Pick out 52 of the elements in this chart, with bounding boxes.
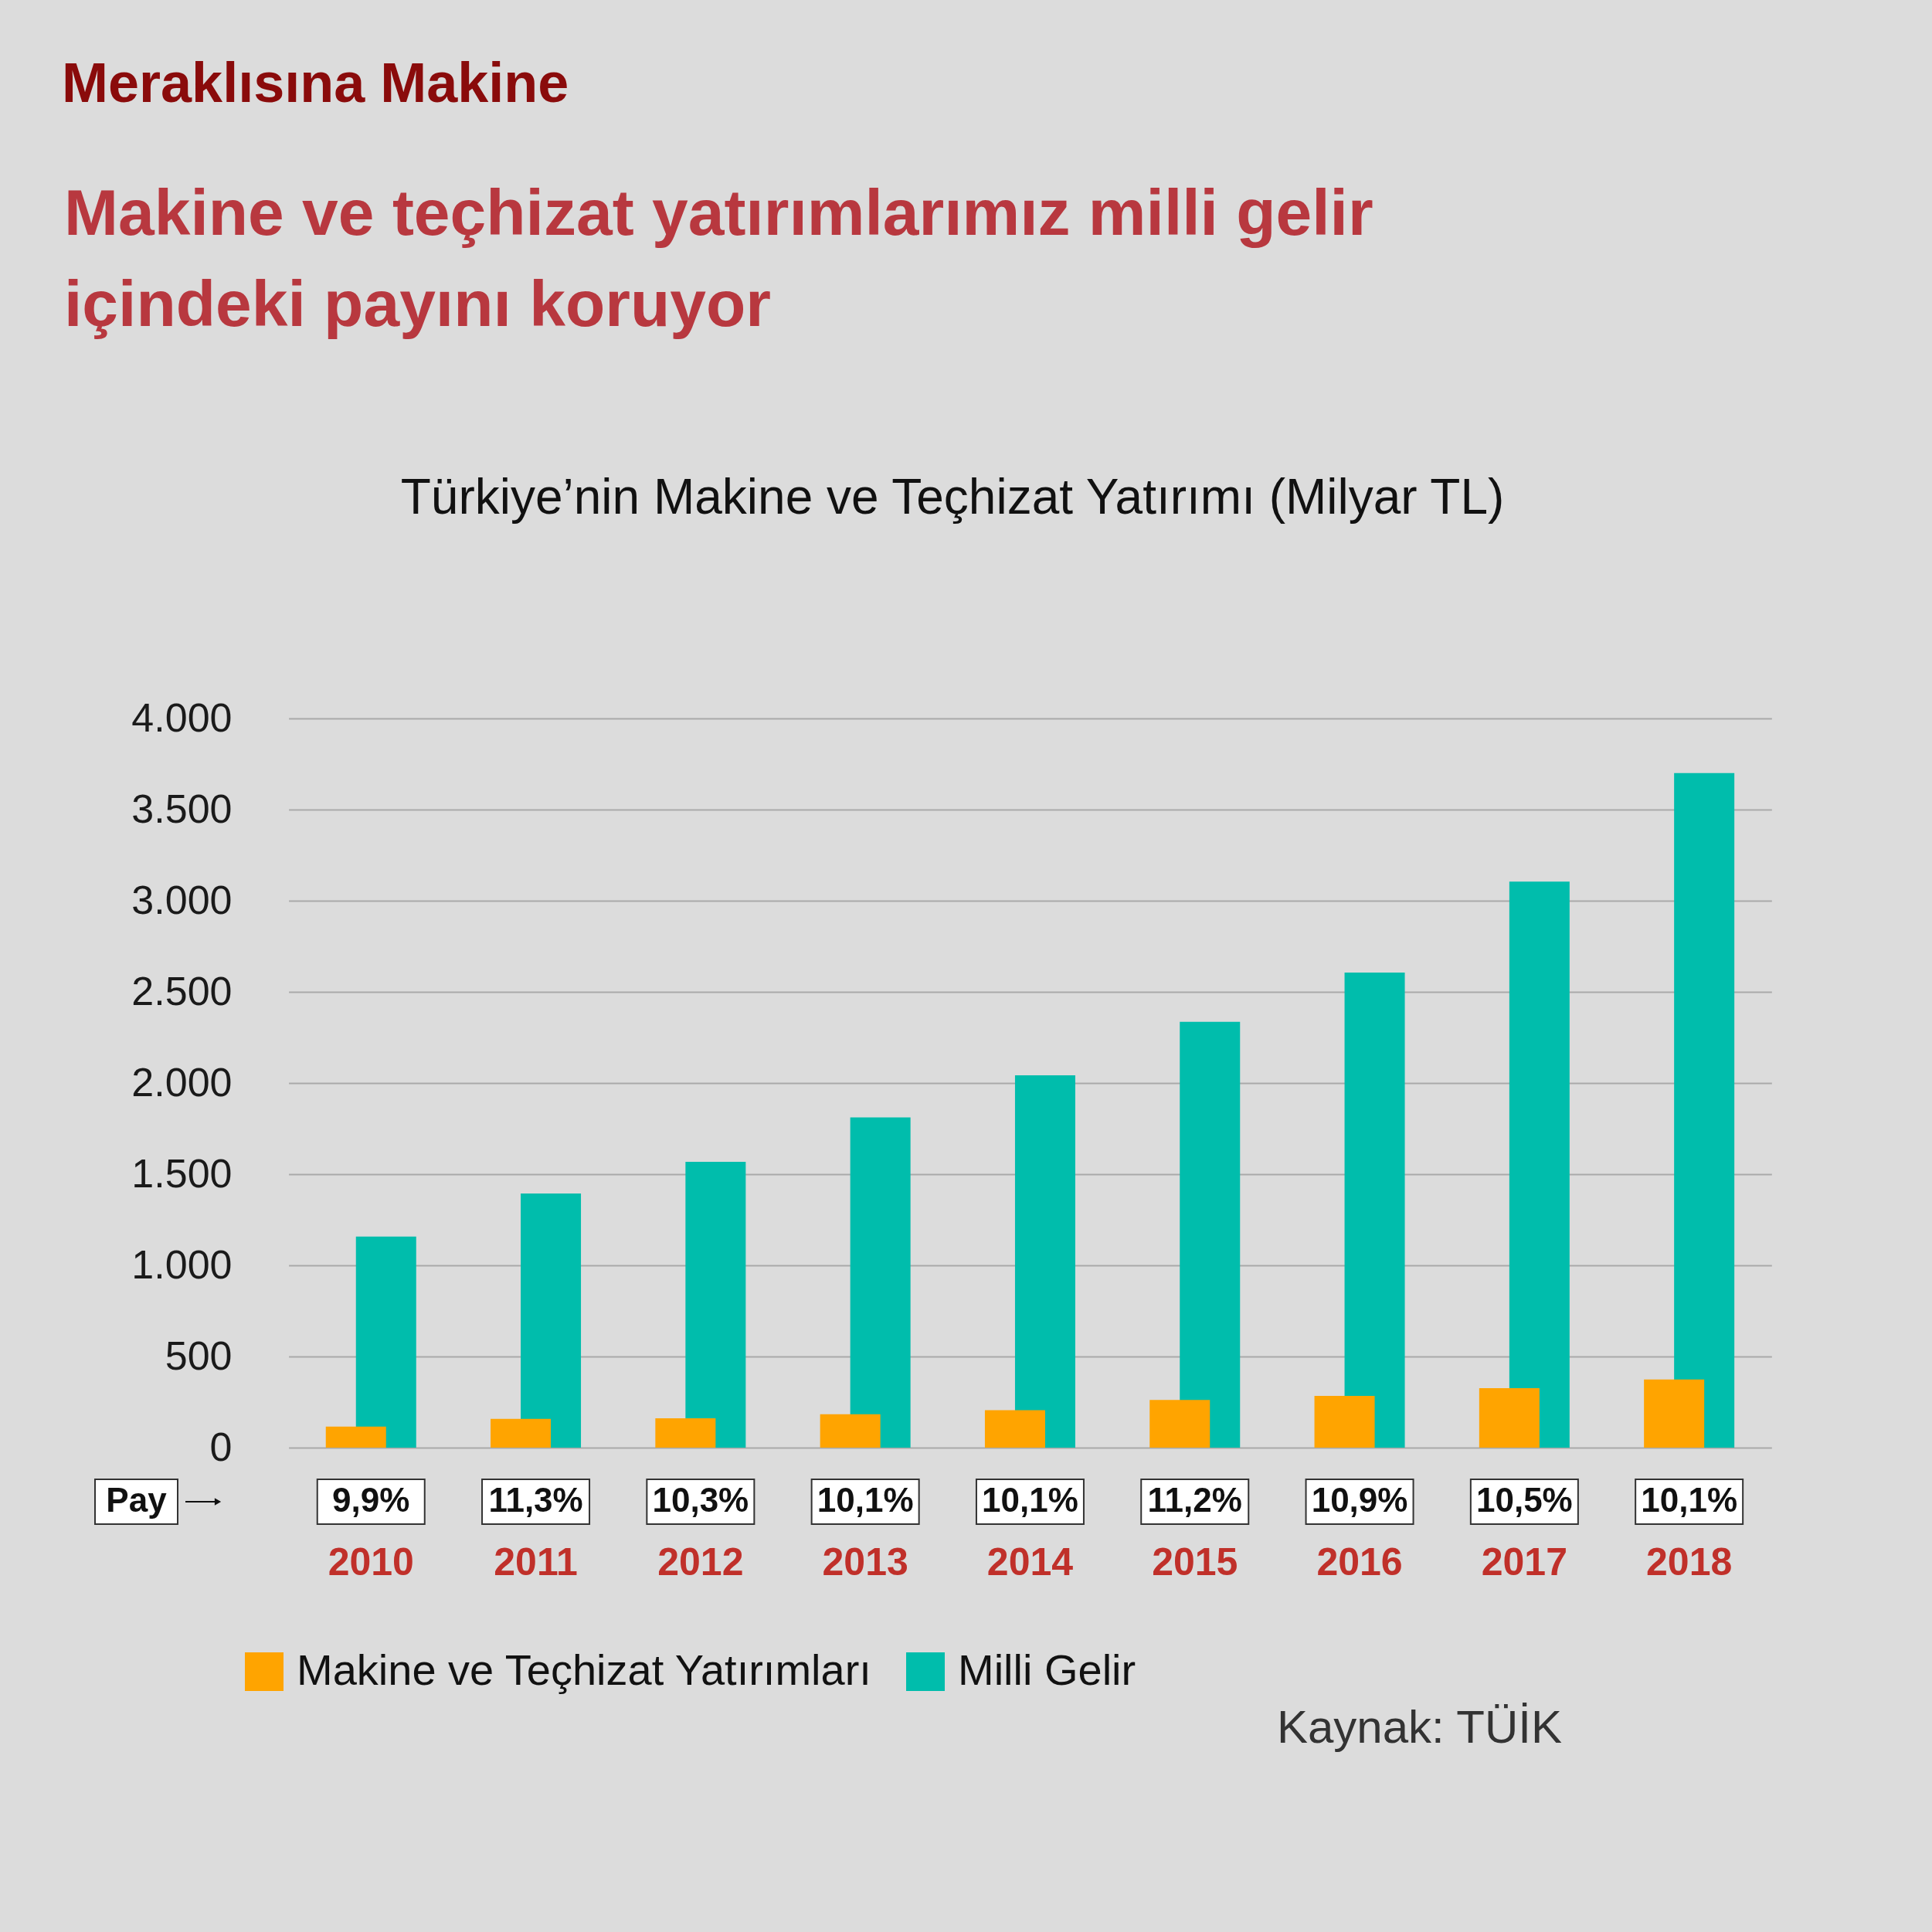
x-tick-label: 2016 bbox=[1316, 1540, 1403, 1584]
bar bbox=[491, 1418, 552, 1448]
y-tick-label: 4.000 bbox=[131, 694, 233, 740]
text: Kaynak: TÜİK bbox=[1276, 1701, 1562, 1753]
bar bbox=[1149, 1400, 1210, 1448]
x-tick-label: 2011 bbox=[494, 1540, 578, 1584]
bar bbox=[325, 1426, 386, 1448]
text: 10,3% bbox=[652, 1481, 749, 1519]
y-tick-label: 2.000 bbox=[131, 1059, 233, 1105]
bar bbox=[1644, 1379, 1705, 1448]
bar bbox=[984, 1410, 1045, 1448]
x-tick-label: 2017 bbox=[1481, 1540, 1567, 1584]
legend-label: Makine ve Teçhizat Yatırımları bbox=[297, 1645, 871, 1694]
x-tick-label: 2015 bbox=[1152, 1540, 1238, 1584]
y-tick-label: 2.500 bbox=[131, 968, 233, 1014]
text: 9,9% bbox=[332, 1481, 410, 1519]
x-tick-label: 2010 bbox=[328, 1540, 414, 1584]
y-tick-label: 3.500 bbox=[131, 786, 233, 831]
bar bbox=[1674, 772, 1735, 1448]
text: 10,1% bbox=[817, 1481, 914, 1519]
text: 10,5% bbox=[1475, 1481, 1573, 1519]
text: 11,3% bbox=[488, 1481, 583, 1519]
bar bbox=[1014, 1075, 1075, 1448]
bar bbox=[655, 1418, 716, 1448]
bar bbox=[521, 1193, 582, 1448]
bar bbox=[1509, 881, 1570, 1448]
legend-label: Milli Gelir bbox=[958, 1645, 1136, 1694]
chart-title: Makine ve teçhizat yatırımlarımız milli gelir içindeki payını koruyor bbox=[64, 176, 1373, 340]
bar bbox=[1314, 1395, 1375, 1448]
x-tick-label: 2013 bbox=[822, 1540, 908, 1584]
y-tick-label: 500 bbox=[165, 1333, 233, 1378]
text: 10,1% bbox=[982, 1481, 1078, 1519]
bar bbox=[685, 1161, 746, 1448]
y-tick-label: 1.500 bbox=[131, 1150, 233, 1196]
y-tick-label: 3.000 bbox=[131, 877, 233, 922]
text: 11,2% bbox=[1147, 1481, 1242, 1519]
text: 10,1% bbox=[1641, 1481, 1738, 1519]
text: Pay bbox=[106, 1481, 168, 1519]
bar bbox=[850, 1117, 911, 1448]
bar bbox=[820, 1414, 881, 1448]
bar bbox=[355, 1236, 416, 1448]
x-tick-label: 2018 bbox=[1646, 1540, 1733, 1584]
x-tick-label: 2012 bbox=[657, 1540, 744, 1584]
chart-subtitle: Türkiye’nin Makine ve Teçhizat Yatırımı (Milyar TL) bbox=[400, 469, 1505, 525]
text: Meraklısına Makine bbox=[62, 52, 569, 114]
bar bbox=[1479, 1388, 1540, 1448]
y-tick-label: 1.000 bbox=[131, 1241, 233, 1287]
bar bbox=[1344, 972, 1405, 1448]
y-tick-label: 0 bbox=[209, 1424, 233, 1469]
text: 10,9% bbox=[1311, 1481, 1408, 1519]
x-tick-label: 2014 bbox=[986, 1540, 1074, 1584]
bar bbox=[1180, 1021, 1241, 1448]
